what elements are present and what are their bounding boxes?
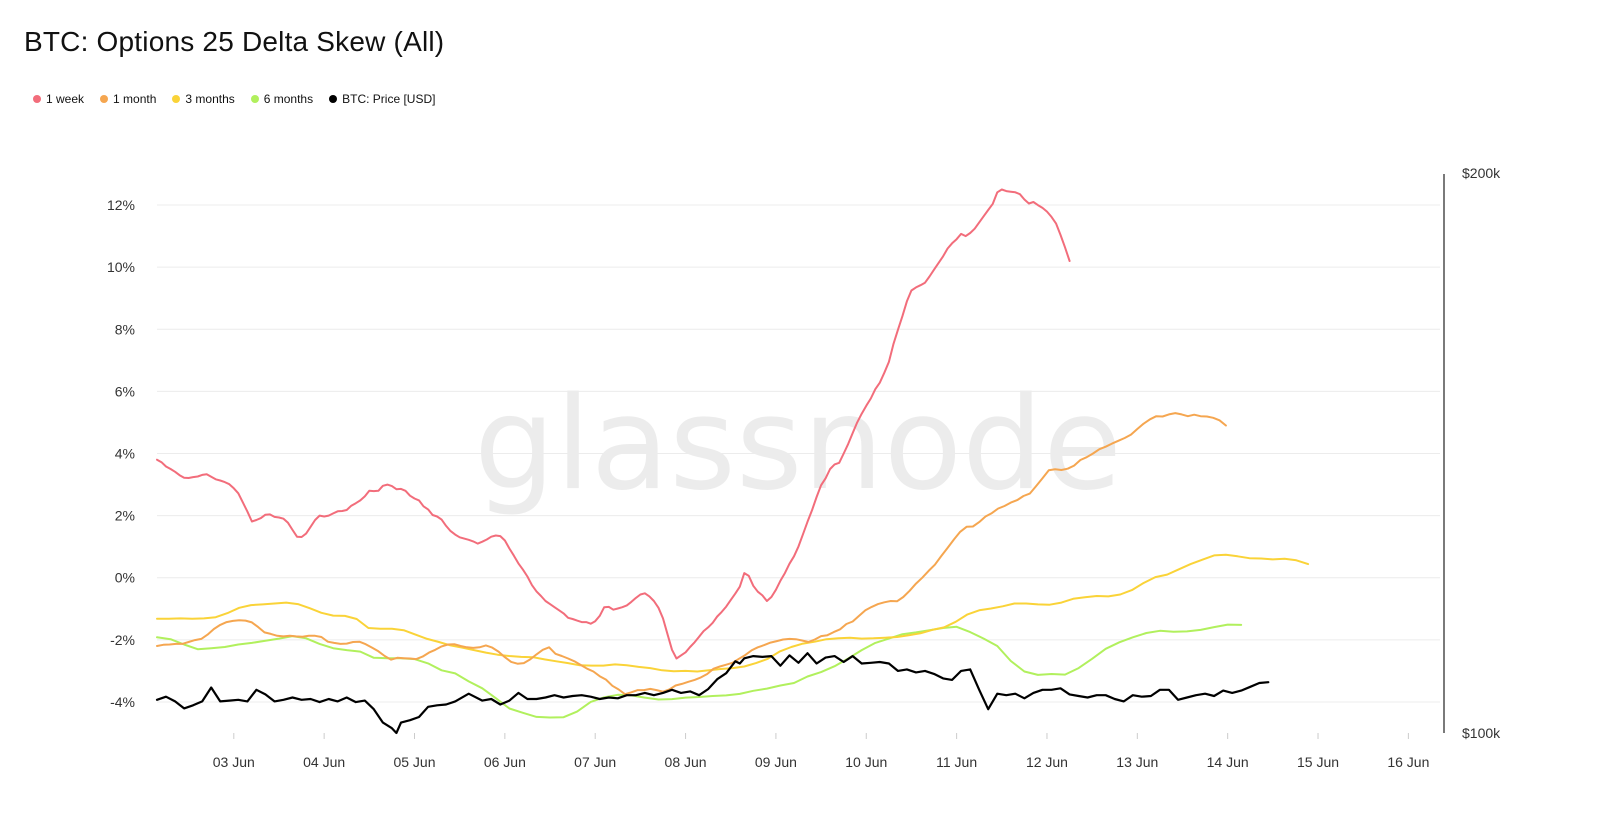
y-tick-label: -4% <box>110 694 135 710</box>
legend-label: 6 months <box>263 92 314 106</box>
legend-item-btc-price[interactable]: BTC: Price [USD] <box>329 92 435 106</box>
y-tick-label: 0% <box>115 570 135 586</box>
x-tick-label: 12 Jun <box>1026 754 1068 770</box>
y-tick-label: 10% <box>107 259 135 275</box>
x-tick-label: 14 Jun <box>1207 754 1249 770</box>
x-axis: 03 Jun 04 Jun 05 Jun 06 Jun 07 Jun 08 Jun 09 J… <box>213 733 1429 770</box>
x-tick-label: 09 Jun <box>755 754 797 770</box>
legend-label: 1 week <box>46 92 85 106</box>
y-tick-label: 6% <box>115 383 135 399</box>
watermark-logo: glassnode <box>474 370 1122 519</box>
legend-dot-icon <box>329 95 338 103</box>
x-tick-label: 08 Jun <box>665 754 707 770</box>
legend: 1 week 1 month 3 months 6 months BTC: Pr… <box>33 92 435 106</box>
legend-item-1-week[interactable]: 1 week <box>33 92 84 106</box>
legend-dot-icon <box>250 95 259 103</box>
legend-dot-icon <box>100 95 109 103</box>
series-line-3-months <box>156 553 1310 673</box>
series-line-1-month <box>156 412 1227 696</box>
series-lines <box>155 188 1310 735</box>
legend-item-1-month[interactable]: 1 month <box>100 92 156 106</box>
y-tick-label: 2% <box>115 508 135 524</box>
y-tick-label: 8% <box>115 321 135 337</box>
y-tick-label: 4% <box>115 446 135 462</box>
legend-label: 1 month <box>113 92 157 106</box>
legend-dot-icon <box>33 95 41 103</box>
legend-label: BTC: Price [USD] <box>342 92 436 106</box>
legend-label: 3 months <box>185 92 235 106</box>
gridlines <box>157 204 1440 703</box>
x-tick-label: 16 Jun <box>1387 754 1429 770</box>
x-tick-label: 11 Jun <box>936 754 977 770</box>
x-tick-label: 06 Jun <box>484 754 526 770</box>
x-tick-label: 05 Jun <box>393 754 435 770</box>
chart-title: BTC: Options 25 Delta Skew (All) <box>24 26 445 57</box>
y-axis-right: $200k $100k <box>1443 165 1501 741</box>
x-tick-label: 04 Jun <box>303 754 345 770</box>
y-right-tick-label: $100k <box>1462 725 1501 741</box>
x-tick-label: 15 Jun <box>1297 754 1339 770</box>
y-tick-label: -2% <box>110 632 135 648</box>
y-tick-label: 12% <box>107 197 135 213</box>
legend-item-6-months[interactable]: 6 months <box>250 92 314 106</box>
series-line-6-months <box>156 623 1243 719</box>
series-line-1-week <box>156 188 1071 660</box>
x-tick-label: 03 Jun <box>213 754 255 770</box>
x-tick-label: 13 Jun <box>1116 754 1158 770</box>
y-right-tick-label: $200k <box>1462 165 1501 181</box>
legend-item-3-months[interactable]: 3 months <box>172 92 235 106</box>
y-axis-left: 12% 10% 8% 6% 4% 2% 0% -2% -4% <box>107 197 135 710</box>
x-tick-label: 10 Jun <box>845 754 887 770</box>
series-line-btc-price-usd <box>155 652 1270 735</box>
legend-dot-icon <box>172 95 181 103</box>
x-tick-label: 07 Jun <box>574 754 616 770</box>
